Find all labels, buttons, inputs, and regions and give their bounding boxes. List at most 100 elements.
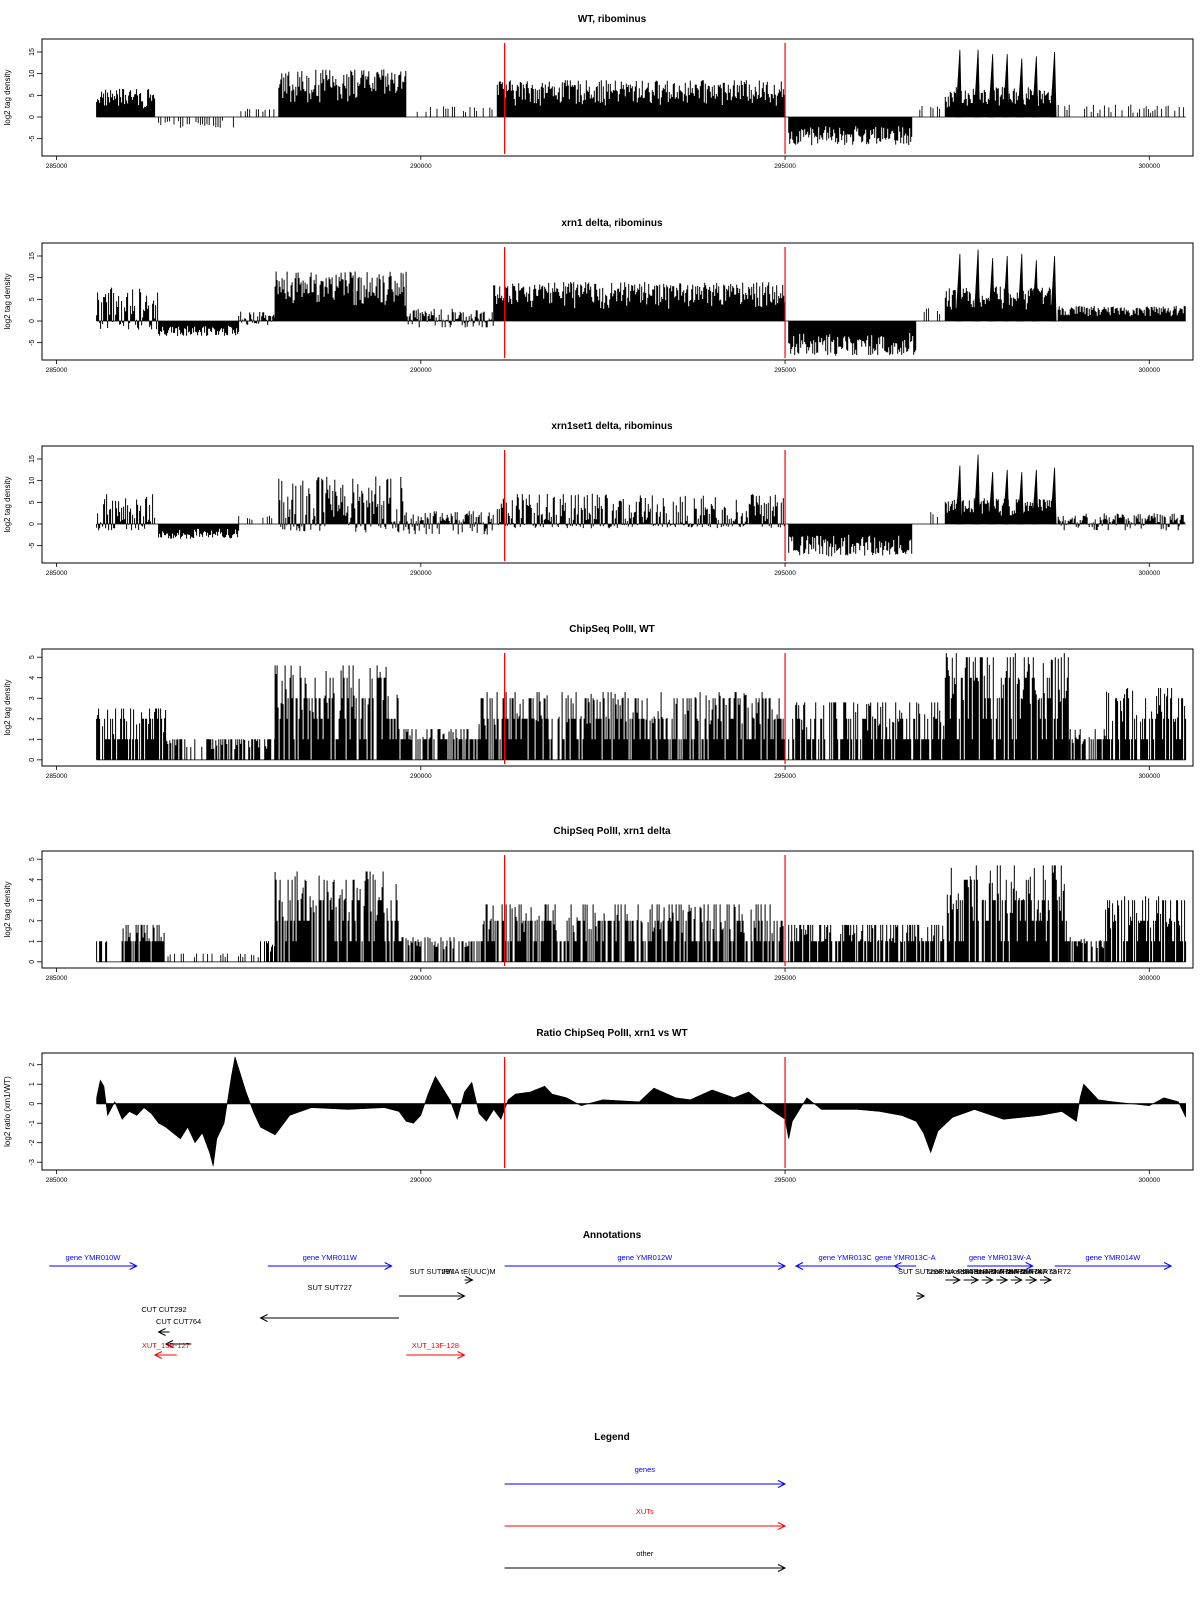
signal-bars [1105,896,1187,962]
y-axis-label: log2 ratio (xrn1/WT) [3,1076,12,1147]
annotation-feature: snoRNA snR73 [1005,1267,1057,1284]
plot-frame [41,38,1194,157]
signal-segment [478,692,785,760]
signal-segment [260,941,275,962]
annotation-feature: snoRNA snR72 [1020,1267,1071,1284]
y-tick-label: 0 [29,1102,36,1106]
annotation-label: gene YMR013C [819,1253,873,1262]
signal-bars [274,871,399,962]
x-tick-label: 285000 [46,163,68,170]
signal-bars [96,708,167,760]
signal-bars [96,494,156,531]
annotation-label: SUT SUT727 [308,1283,352,1292]
annotation-feature: CUT CUT764 [156,1317,201,1348]
signal-peak [1031,469,1039,525]
arrow-head [794,1262,804,1270]
signal-segment [493,282,786,321]
y-tick-label: 15 [29,252,36,260]
arrow-head [1025,1262,1034,1270]
signal-bars [398,729,480,760]
signal-bars [96,287,159,330]
signal-segment [96,287,159,330]
plot-frame [41,648,1194,767]
signal-bars [238,311,276,325]
signal-segment [238,311,276,325]
signal-segment [274,271,407,321]
signal-bars [278,476,407,533]
x-tick-label: 295000 [774,570,796,577]
panel-title: Ratio ChipSeq PolII, xrn1 vs WT [536,1028,687,1039]
y-tick-label: 10 [29,70,36,78]
arrow-head [777,1480,787,1488]
y-tick-label: 5 [29,500,36,504]
annotation-label: snoRNA snR76 [962,1267,1013,1276]
annotation-label: snoRNA snR73 [1005,1267,1056,1276]
y-tick-label: 1 [29,737,36,741]
arrow-head [777,1522,787,1530]
signal-peak [1050,467,1057,525]
panel-title: xrn1set1 delta, ribominus [551,421,673,432]
signal-peak [1031,56,1039,118]
arrow-head [1000,1276,1009,1284]
y-tick-label: 0 [29,758,36,762]
signal-segment [788,702,946,760]
annotation-label: gene YMR013C-A [875,1253,936,1262]
annotation-feature: gene YMR011W [267,1253,393,1270]
y-tick-label: 4 [29,878,36,882]
arrow-head [952,1276,962,1284]
signal-segment [496,493,785,529]
signal-segment [1068,729,1106,760]
annotation-label: SUT SUT297 [410,1267,454,1276]
plot-frame [41,1052,1194,1171]
x-tick-label: 285000 [46,773,68,780]
x-tick-label: 285000 [46,367,68,374]
annotation-label: snoRNA snR74 [991,1267,1042,1276]
annotation-label: XUT_13F-128 [412,1341,459,1350]
signal-series [96,454,1186,557]
x-tick-label: 290000 [410,773,432,780]
x-tick-label: 290000 [410,367,432,374]
signal-segment [1068,937,1105,962]
signal-bars [240,108,275,117]
x-tick-label: 285000 [46,975,68,982]
annotation-label: gene YMR014W [1085,1253,1141,1262]
signal-bars [493,282,786,321]
signal-bars [239,739,276,760]
x-tick-label: 290000 [410,163,432,170]
track-panel: WT, ribominus log2 tag density -5 0 5 10 15 285… [3,14,1194,170]
signal-segment [158,321,240,336]
y-tick-label: 10 [29,274,36,282]
annotation-feature: gene YMR010W [49,1253,138,1270]
signal-peak [973,49,981,118]
annotation-feature: gene YMR013C [794,1253,895,1270]
y-tick-label: 4 [29,676,36,680]
arrow-head [384,1262,393,1270]
signal-segment [239,739,276,760]
signal-segment [1105,896,1187,962]
signal-segment [398,937,480,962]
y-axis-label: log2 tag density [3,273,12,329]
signal-bars [278,69,407,117]
signal-bars [416,106,493,117]
annotation-label: tRNA tE(UUC)M [441,1267,495,1276]
signal-segment [96,708,167,760]
signal-bars [919,106,941,117]
arrow-head [164,1340,174,1348]
signal-bars [788,702,946,760]
signal-bars [158,117,234,128]
signal-segment [405,511,494,535]
signal-segment [944,653,1069,760]
signal-bars [398,937,480,962]
signal-peak [988,258,995,322]
signal-segment [930,512,938,524]
annotation-feature: gene YMR014W [1054,1253,1173,1270]
signal-peak [988,471,995,525]
signal-bars [167,953,261,962]
arrow-head [1014,1276,1023,1284]
x-tick-label: 295000 [774,163,796,170]
signal-segment [121,924,165,962]
legend-item: XUTs [504,1507,787,1530]
signal-series [96,249,1186,356]
signal-peak [1002,54,1010,118]
